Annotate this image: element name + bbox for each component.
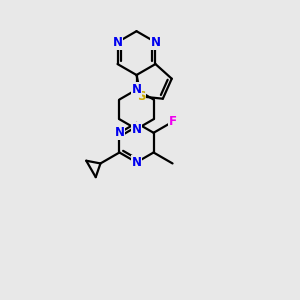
Text: N: N bbox=[131, 83, 142, 96]
Text: N: N bbox=[131, 156, 142, 169]
Text: S: S bbox=[137, 90, 145, 103]
Text: N: N bbox=[114, 126, 124, 139]
Text: N: N bbox=[151, 36, 160, 49]
Text: F: F bbox=[169, 115, 176, 128]
Text: N: N bbox=[112, 36, 122, 49]
Text: N: N bbox=[131, 123, 142, 136]
